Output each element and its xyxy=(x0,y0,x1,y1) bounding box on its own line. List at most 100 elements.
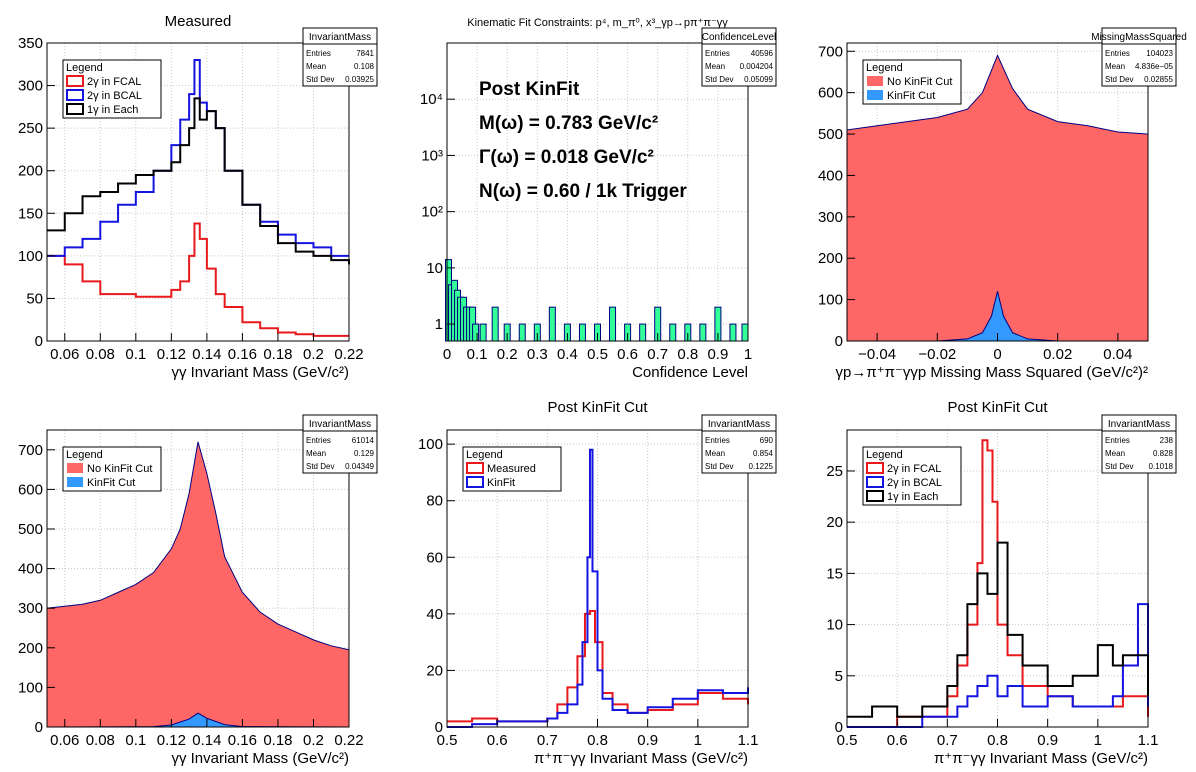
stats-value: 4.836e−05 xyxy=(1135,62,1174,71)
legend-label: 2γ in BCAL xyxy=(887,477,942,489)
x-tick-label: 1 xyxy=(1094,732,1102,749)
stats-key: Mean xyxy=(705,449,725,458)
stats-value: 0.854 xyxy=(753,449,774,458)
bar-mark xyxy=(491,306,499,342)
y-tick-label: 50 xyxy=(26,290,43,307)
x-tick-label: 0.8 xyxy=(987,732,1008,749)
x-tick-label: 0.18 xyxy=(263,346,292,363)
y-tick-label: 0 xyxy=(435,719,443,736)
y-tick-label: 20 xyxy=(826,514,843,531)
x-tick-label: 1.1 xyxy=(1138,732,1159,749)
bar-mark xyxy=(548,306,556,342)
stats-box-frame xyxy=(701,27,777,87)
legend-swatch xyxy=(67,463,83,473)
x-axis-label: π⁺π⁻γγ Invariant Mass (GeV/c²) xyxy=(534,750,748,767)
stats-key: Mean xyxy=(1105,449,1125,458)
x-tick-label: 0.4 xyxy=(557,346,578,363)
stats-key: Std Dev xyxy=(705,462,733,471)
legend-label: No KinFit Cut xyxy=(887,76,952,88)
x-tick-label: 0.06 xyxy=(50,346,79,363)
y-tick-label: 500 xyxy=(818,126,843,143)
stats-key: Std Dev xyxy=(306,75,334,84)
legend-swatch xyxy=(66,89,84,101)
x-tick-label: 0.22 xyxy=(334,346,363,363)
stats-value: 0.05099 xyxy=(744,75,773,84)
x-tick-label: 1.1 xyxy=(738,732,759,749)
x-tick-label: 0.8 xyxy=(677,346,698,363)
y-tick-label: 250 xyxy=(18,120,43,137)
legend-label: 2γ in FCAL xyxy=(887,463,941,475)
x-tick-label: 0.7 xyxy=(647,346,668,363)
series-line-2 xyxy=(47,59,349,257)
legend-label: Measured xyxy=(487,463,536,475)
series-line-1 xyxy=(47,222,349,337)
stats-title: ConfidenceLevel xyxy=(702,32,777,43)
stats-box: InvariantMass Entries 61014 Mean 0.129 Std De… xyxy=(302,414,378,474)
y-tick-label: 100 xyxy=(18,679,43,696)
bar-mark xyxy=(578,323,586,342)
y-tick-label: 100 xyxy=(818,292,843,309)
x-tick-label: 0.16 xyxy=(228,346,257,363)
legend-title: Legend xyxy=(866,449,903,461)
x-tick-label: 0.04 xyxy=(1103,346,1132,363)
chart-title: Measured xyxy=(165,13,232,30)
bar-mark xyxy=(741,323,749,342)
stats-box-frame xyxy=(701,414,777,474)
chart-pad-2: 0 0.1 0.2 0.3 0.4 0.5 0.6 0.7 0.8 0.9 1 1 10 10² 10³ 10… xyxy=(420,17,777,381)
stats-key: Entries xyxy=(705,49,730,58)
stats-value: 0.03925 xyxy=(345,75,374,84)
x-tick-label: 0.9 xyxy=(637,732,658,749)
legend-title: Legend xyxy=(466,449,503,461)
stats-value: 104023 xyxy=(1146,49,1173,58)
legend-label: 1γ in Each xyxy=(887,491,938,503)
stats-key: Entries xyxy=(1105,49,1130,58)
x-tick-label: 0.18 xyxy=(263,732,292,749)
stats-key: Mean xyxy=(306,449,326,458)
legend-swatch xyxy=(866,490,884,502)
x-tick-label: 0.6 xyxy=(487,732,508,749)
y-tick-label: 10 xyxy=(426,260,443,277)
y-tick-label: 25 xyxy=(826,463,843,480)
x-tick-label: 0.9 xyxy=(707,346,728,363)
y-tick-label: 600 xyxy=(18,481,43,498)
legend-swatch xyxy=(66,75,84,87)
stats-value: 0.02855 xyxy=(1144,75,1173,84)
stats-value: 238 xyxy=(1160,436,1174,445)
bar-mark xyxy=(479,323,487,342)
x-tick-label: 0.16 xyxy=(228,732,257,749)
stats-key: Std Dev xyxy=(1105,75,1133,84)
series-area-1 xyxy=(846,54,1149,342)
stats-value: 0.1225 xyxy=(749,462,774,471)
stats-key: Entries xyxy=(306,49,331,58)
x-axis-label: γγ Invariant Mass (GeV/c²) xyxy=(171,364,349,381)
x-tick-label: 0.3 xyxy=(527,346,548,363)
annotation-text: Post KinFit xyxy=(479,79,580,100)
legend-label: No KinFit Cut xyxy=(87,463,152,475)
legend-frame xyxy=(462,446,562,492)
chart-pad-6: 0.5 0.6 0.7 0.8 0.9 1 1.1 0 5 10 15 20 25 π⁺π⁻γγ Inva… xyxy=(826,399,1177,767)
stats-value: 0.129 xyxy=(354,449,375,458)
series-line-2 xyxy=(847,603,1149,728)
legend-label: 2γ in BCAL xyxy=(87,90,142,102)
y-tick-label: 700 xyxy=(18,442,43,459)
y-tick-label: 400 xyxy=(818,167,843,184)
stats-box: MissingMassSquared Entries 104023 Mean 4.836… xyxy=(1091,27,1187,87)
y-tick-label: 400 xyxy=(18,561,43,578)
stats-title: InvariantMass xyxy=(708,419,770,430)
annotation-text: Γ(ω) = 0.018 GeV/c² xyxy=(479,147,654,168)
x-axis-label: γγ Invariant Mass (GeV/c²) xyxy=(171,750,349,767)
series-area-1 xyxy=(46,441,350,728)
legend-swatch xyxy=(867,76,883,86)
x-tick-label: 1 xyxy=(694,732,702,749)
y-tick-label: 0 xyxy=(835,719,843,736)
stats-box-frame xyxy=(302,414,378,474)
x-tick-label: 0.9 xyxy=(1037,732,1058,749)
plot-frame xyxy=(46,429,350,728)
stats-value: 61014 xyxy=(352,436,375,445)
y-tick-label: 300 xyxy=(818,209,843,226)
stats-key: Std Dev xyxy=(306,462,334,471)
chart-pad-5: 0.5 0.6 0.7 0.8 0.9 1 1.1 0 20 40 60 80 100 π⁺π⁻γγ In… xyxy=(418,399,777,767)
plot-frame xyxy=(46,42,350,342)
annotation-text: N(ω) = 0.60 / 1k Trigger xyxy=(479,181,687,202)
y-tick-label: 300 xyxy=(18,600,43,617)
